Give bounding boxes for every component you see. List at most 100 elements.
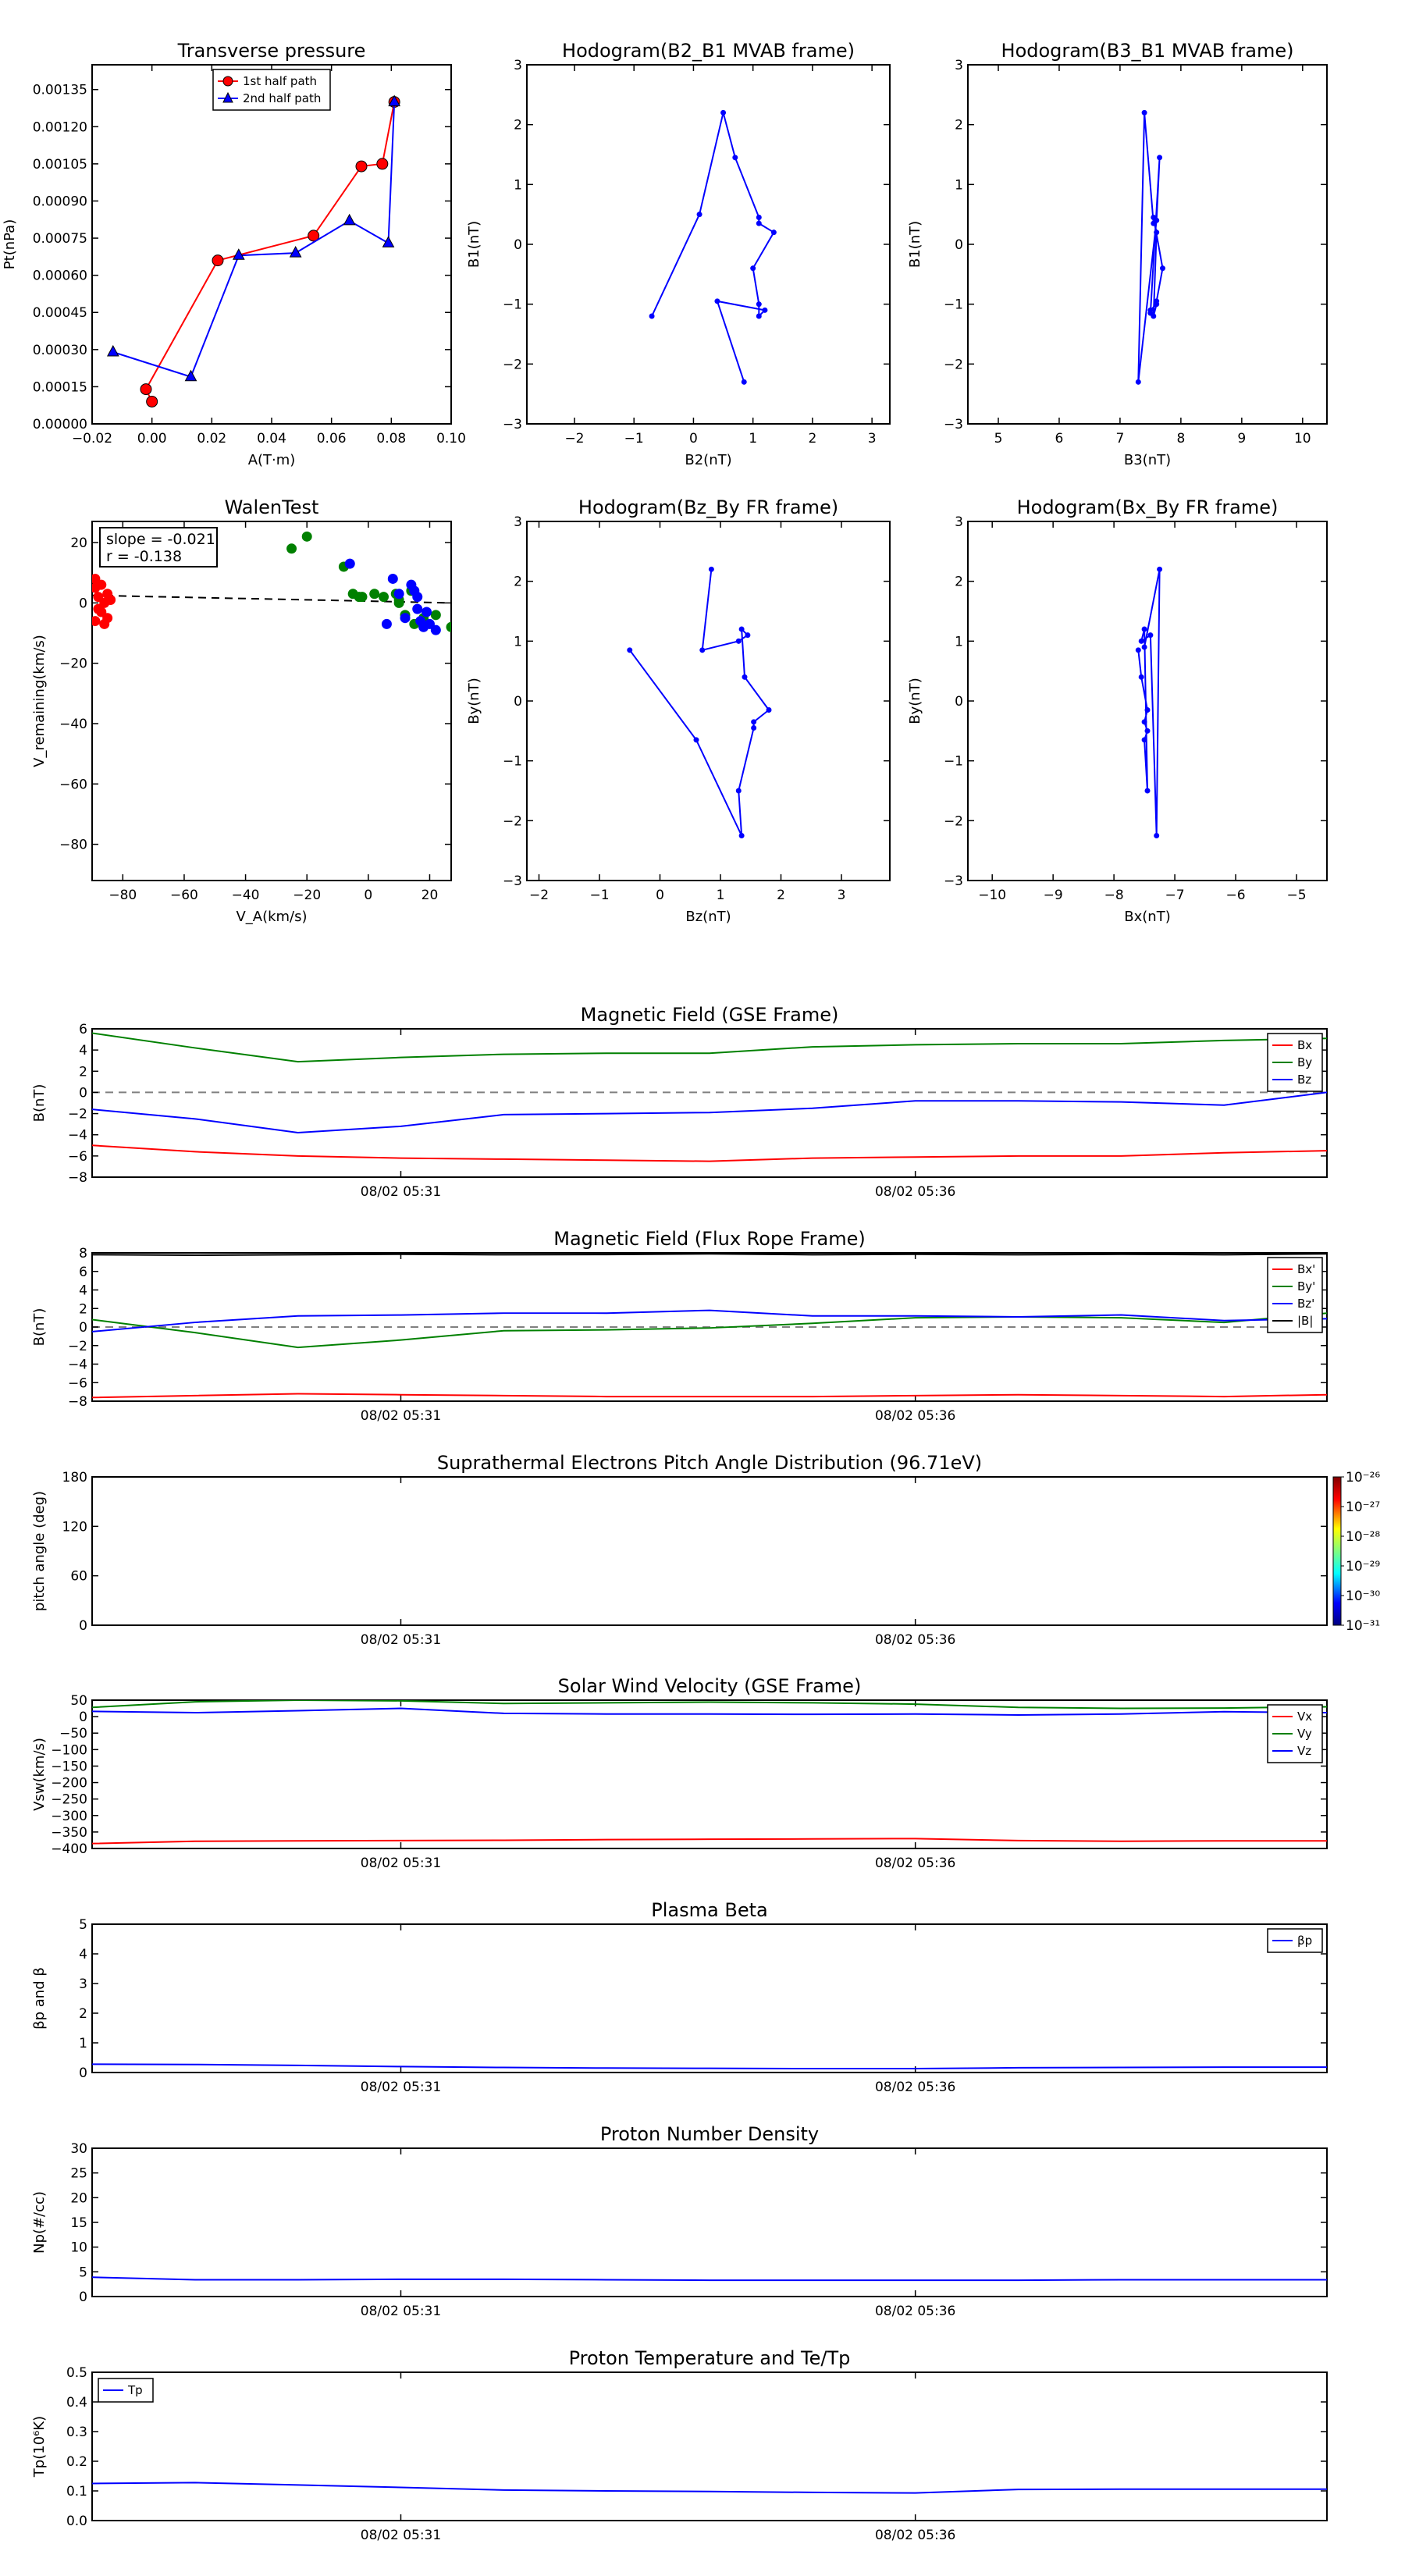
series-Tp (92, 2482, 1327, 2494)
plot-frame (526, 521, 891, 881)
series-line (92, 2482, 1327, 2494)
y-tick-label: −20 (59, 656, 87, 672)
series-line (92, 1253, 1327, 1256)
data-point (382, 236, 395, 247)
colorbar-tick-label: 10⁻²⁶ (1346, 1470, 1380, 1485)
data-point (430, 610, 441, 621)
data-point (1157, 566, 1163, 572)
y-tick-label: 25 (70, 2166, 87, 2182)
legend-label: Bz' (1297, 1297, 1314, 1311)
chart-title: Hodogram(Bx_By FR frame) (1017, 496, 1279, 518)
data-point (714, 298, 720, 304)
data-point (369, 589, 380, 600)
data-point (649, 313, 655, 319)
x-tick-label: −8 (1104, 888, 1124, 903)
legend-marker (222, 91, 233, 103)
plot-frame (91, 521, 452, 881)
series-βp (92, 2063, 1327, 2070)
y-tick-label: 120 (62, 1519, 87, 1535)
y-tick-label: 3 (514, 58, 522, 73)
chart-np: Proton Number Density 0 5 10 15 20 25 30 08/02 0… (31, 2123, 1328, 2319)
y-tick-label: −3 (503, 873, 522, 889)
y-tick-label: 30 (70, 2141, 87, 2157)
data-point (762, 307, 768, 313)
data-point (376, 158, 389, 170)
data-point (422, 607, 432, 617)
data-point (289, 246, 302, 258)
data-point (1141, 719, 1147, 725)
y-tick-label: 0.0 (66, 2514, 87, 2529)
x-tick-label: −40 (232, 888, 260, 903)
chart-tp: Transverse pressure 0.00000 0.00015 0.00030… (2, 40, 466, 468)
x-tick-label: 0.08 (376, 431, 406, 447)
data-point (1135, 647, 1141, 653)
plot-frame (967, 64, 1328, 425)
y-tick-label: 1 (514, 177, 522, 193)
y-axis-label: Vsw(km/s) (31, 1738, 48, 1811)
legend: βp (1267, 1928, 1323, 1953)
data-point (1141, 109, 1147, 116)
data-point (770, 229, 777, 236)
chart-title: Plasma Beta (651, 1899, 767, 1921)
data-point (393, 589, 404, 600)
x-tick-label: 08/02 05:36 (875, 2080, 955, 2095)
y-tick-label: −400 (51, 1841, 87, 1857)
series-Bx' (92, 1393, 1327, 1399)
x-tick-label: 08/02 05:36 (875, 1632, 955, 1648)
data-point (1159, 265, 1165, 272)
y-tick-label: 0.1 (66, 2484, 87, 2500)
data-point (430, 624, 441, 635)
x-tick-label: 3 (838, 888, 846, 903)
plot-frame (91, 1028, 1328, 1178)
x-tick-label: 08/02 05:31 (361, 1856, 441, 1871)
data-point (387, 573, 398, 584)
data-point (379, 592, 389, 603)
x-tick-label: 08/02 05:31 (361, 2528, 441, 2543)
annotation-text: r = -0.138 (106, 548, 182, 565)
chart-walen: WalenTest −80 −60 −40 −20 0 20 −80 −60 −40 −20 0 20 V… (31, 496, 452, 925)
series-|B| (92, 1253, 1327, 1256)
colorbar-tick-label: 10⁻²⁸ (1346, 1529, 1380, 1545)
chart-title: Proton Temperature and Te/Tp (569, 2347, 851, 2369)
x-tick-label: −80 (108, 888, 137, 903)
data-point (388, 94, 401, 107)
data-point (699, 647, 706, 653)
colorbar (1332, 1476, 1342, 1626)
x-tick-label: 08/02 05:31 (361, 1408, 441, 1424)
y-tick-label: 5 (79, 2265, 87, 2280)
series-line (92, 1091, 1327, 1134)
data-point (1141, 626, 1147, 632)
data-point (96, 579, 107, 590)
series-Bz' (92, 1309, 1327, 1332)
data-point (708, 566, 714, 572)
y-tick-label: 10 (70, 2240, 87, 2256)
legend-label: Vz (1297, 1744, 1311, 1758)
data-point (766, 707, 772, 713)
series-0 (627, 566, 772, 838)
data-point (1144, 728, 1151, 734)
chart-title: Magnetic Field (GSE Frame) (581, 1004, 839, 1026)
data-point (720, 109, 727, 116)
y-tick-label: 0.3 (66, 2425, 87, 2440)
x-tick-label: −20 (293, 888, 321, 903)
x-tick-label: 08/02 05:36 (875, 1184, 955, 1200)
y-tick-label: −2 (68, 1339, 87, 1354)
y-tick-label: 0.00060 (33, 269, 87, 284)
series-By (92, 1032, 1327, 1063)
x-tick-label: 8 (1176, 431, 1185, 447)
y-tick-label: 20 (70, 535, 87, 551)
data-point (99, 618, 110, 629)
chart-h3: Hodogram(Bz_By FR frame) −3 −2 −1 0 1 2 3 −2 −1 0 1… (466, 496, 891, 925)
legend: 1st half path 2nd half path (212, 69, 331, 111)
y-axis-label: Pt(nPa) (2, 219, 18, 269)
y-tick-label: 5 (79, 1917, 87, 1933)
y-tick-label: 0.00030 (33, 343, 87, 358)
y-tick-label: −4 (68, 1128, 87, 1144)
data-point (1151, 220, 1157, 226)
y-tick-label: 20 (70, 2190, 87, 2206)
x-tick-label: 2 (808, 431, 816, 447)
series-Vy (92, 1700, 1327, 1710)
x-tick-label: −10 (978, 888, 1006, 903)
y-tick-label: −100 (51, 1742, 87, 1758)
y-tick-label: 0 (955, 694, 963, 710)
